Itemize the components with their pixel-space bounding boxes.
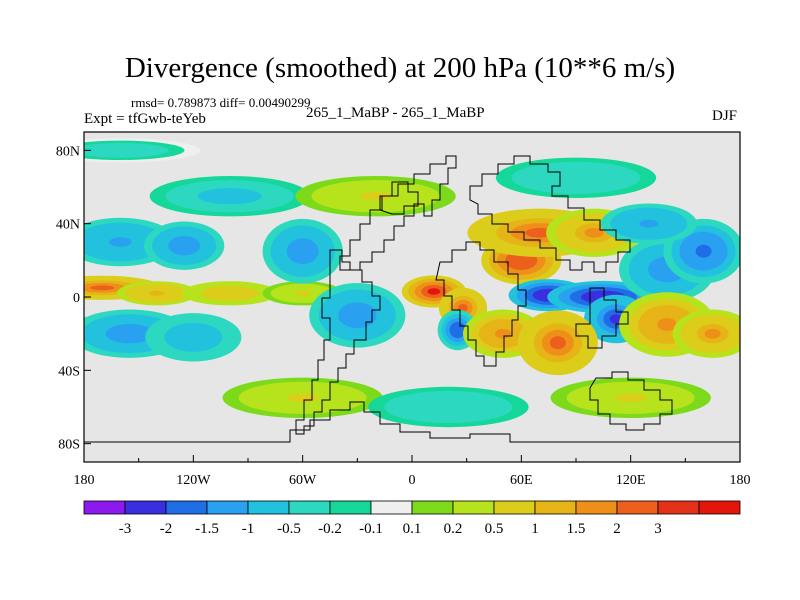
colorbar-label: -0.5 — [277, 521, 301, 537]
colorbar-box — [329, 500, 372, 515]
y-tick-label: 80S — [58, 438, 80, 453]
colorbar-box — [616, 500, 659, 515]
colorbar-box — [452, 500, 495, 515]
contour-blob — [639, 219, 659, 228]
colorbar-boxes — [83, 500, 741, 515]
season-label: DJF — [712, 108, 738, 124]
contour-blob — [109, 237, 132, 247]
contour-blob — [213, 192, 246, 201]
colorbar-label: -1 — [242, 521, 255, 537]
y-tick-label: 40S — [58, 364, 80, 379]
contour-blob — [549, 336, 566, 350]
contour-blob — [117, 328, 142, 339]
x-tick-label: 120W — [176, 473, 211, 488]
colorbar-box — [411, 500, 454, 515]
x-tick-label: 60W — [289, 473, 317, 488]
colorbar-label: 1.5 — [567, 521, 586, 537]
contour-blob — [427, 288, 441, 295]
colorbar-box — [206, 500, 249, 515]
contour-blob — [432, 403, 465, 411]
contour-blob — [704, 328, 721, 339]
y-axis: 80N 40N 0 40S 80S — [56, 144, 91, 453]
contour-blob — [90, 285, 115, 291]
coastline-greenland — [379, 181, 419, 215]
contour-blob — [347, 308, 367, 322]
contour-blob — [657, 318, 677, 331]
experiment-label: Expt = tfGwb-teYeb — [84, 111, 206, 127]
chart-title: Divergence (smoothed) at 200 hPa (10**6 … — [124, 52, 676, 84]
x-axis: 180 120W 60W 0 60E 120E 180 — [74, 455, 751, 488]
colorbar-box — [83, 500, 126, 515]
colorbar-label: 0.1 — [403, 521, 422, 537]
colorbar-box — [534, 500, 577, 515]
x-tick-label: 180 — [74, 473, 95, 488]
colorbar-box — [493, 500, 536, 515]
colorbar-box — [657, 500, 700, 515]
colorbar-labels: -3 -2 -1.5 -1 -0.5 -0.2 -0.1 0.1 0.2 0.5 1 1.5 2 3 — [119, 521, 662, 537]
y-tick-label: 80N — [56, 144, 80, 159]
colorbar-label: 3 — [654, 521, 662, 537]
stats-line: rmsd= 0.789873 diff= 0.00490299 — [131, 95, 311, 110]
colorbar-box — [165, 500, 208, 515]
comparison-label: 265_1_MaBP - 265_1_MaBP — [306, 105, 485, 121]
x-tick-label: 0 — [409, 473, 416, 488]
colorbar-label: -1.5 — [195, 521, 219, 537]
contour-blob — [176, 240, 193, 251]
contour-blob — [220, 290, 240, 296]
coastline-layer — [84, 155, 740, 443]
contour-blob — [560, 173, 592, 182]
contour-blob — [458, 304, 468, 312]
contour-blob — [695, 244, 712, 258]
coastline-eurasia — [469, 155, 631, 273]
x-tick-label: 120E — [616, 473, 646, 488]
colorbar-box — [124, 500, 167, 515]
colorbar-box — [247, 500, 290, 515]
contour-blob — [148, 290, 165, 296]
colorbar-label: -0.2 — [318, 521, 342, 537]
contour-blob — [294, 244, 311, 258]
colorbar-box — [698, 500, 741, 515]
x-tick-label: 180 — [730, 473, 751, 488]
coastline-north-america — [339, 155, 457, 271]
map-plot-area — [84, 132, 740, 462]
colorbar-label: -0.1 — [359, 521, 383, 537]
colorbar-label: 0.2 — [444, 521, 463, 537]
contour-blob — [104, 147, 137, 153]
colorbar-label: 1 — [531, 521, 539, 537]
y-tick-label: 0 — [73, 291, 80, 306]
contour-blob — [183, 332, 203, 343]
coastline-australia — [589, 371, 673, 431]
colorbar-label: 2 — [613, 521, 621, 537]
contour-blob — [614, 393, 647, 402]
contour-blob — [584, 228, 604, 238]
colorbar-label: -2 — [160, 521, 173, 537]
coastline-africa — [435, 241, 527, 367]
contour-blob — [359, 192, 392, 201]
contour-blob — [294, 290, 311, 296]
colorbar-label: -3 — [119, 521, 132, 537]
y-tick-label: 40N — [56, 218, 80, 233]
colorbar-box — [575, 500, 618, 515]
coastline-south-america — [295, 249, 381, 435]
contour-blob — [513, 255, 530, 266]
contour-blob — [453, 326, 462, 334]
x-tick-label: 60E — [510, 473, 533, 488]
colorbar-box — [288, 500, 331, 515]
colorbar-label: 0.5 — [485, 521, 504, 537]
coastline-antarctica — [84, 401, 740, 443]
colorbar-box — [370, 500, 413, 515]
coastline-southeast-asia — [575, 287, 629, 349]
